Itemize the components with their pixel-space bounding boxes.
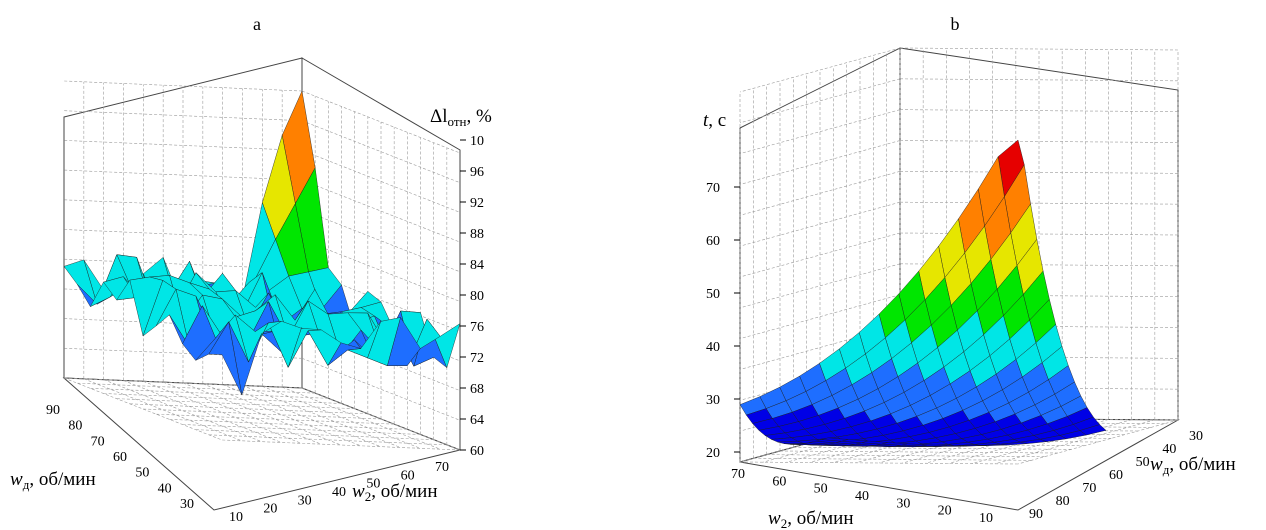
panel-a-y-axis-label: wд, об/мин [10,469,96,492]
y-tick-label: 40 [158,481,172,496]
y-tick-label: 60 [113,450,127,465]
panel-a-z-axis-label: Δlотн, % [430,106,492,129]
z-tick-label: 70 [706,181,720,196]
panel-b-x-axis-label: w2, об/мин [768,508,854,530]
z-tick-label: 20 [706,446,720,461]
x-tick-label: 10 [229,510,243,525]
y-tick-label: 90 [46,403,60,418]
y-tick-label: 70 [1082,481,1096,496]
x-tick-label: 30 [298,493,312,508]
x-tick-label: 50 [366,477,380,492]
x-tick-label: 20 [938,504,952,519]
panel-b-label: b [951,14,960,34]
surface-facet [208,321,243,396]
z-tick-label: 10 [470,134,484,149]
y-tick-label: 60 [1109,468,1123,483]
z-tick-label: 72 [470,351,484,366]
z-tick-label: 84 [470,258,484,273]
panel-a-x-ticks: 10 20 30 40 50 60 70 [229,460,449,525]
y-tick-label: 80 [1056,494,1070,509]
x-tick-label: 40 [332,485,346,500]
x-tick-label: 40 [855,489,869,504]
x-tick-label: 70 [435,460,449,475]
panel-b-y-ticks: 30 40 50 60 70 80 90 [1029,429,1203,522]
z-tick-label: 88 [470,227,484,242]
z-tick-label: 68 [470,382,484,397]
y-tick-label: 50 [135,466,149,481]
x-tick-label: 30 [896,496,910,511]
x-tick-label: 50 [814,482,828,497]
y-tick-label: 30 [1189,429,1203,444]
y-tick-label: 80 [68,419,82,434]
y-tick-label: 70 [91,434,105,449]
z-tick-label: 80 [470,289,484,304]
panel-a-y-ticks: 90 80 70 60 50 40 30 [46,403,194,512]
y-tick-label: 40 [1162,442,1176,457]
y-tick-label: 30 [180,497,194,512]
panel-b-z-ticks: 20 30 40 50 60 70 [706,181,740,461]
panel-b-surface [739,139,1107,447]
z-tick-label: 60 [706,234,720,249]
panel-b-y-axis-label: wд, об/мин [1150,454,1236,477]
panel-a-x-axis-label: w2, об/мин [352,481,438,504]
z-tick-label: 30 [706,393,720,408]
x-tick-label: 60 [772,474,786,489]
x-tick-label: 70 [731,467,745,482]
z-tick-label: 60 [470,444,484,459]
x-tick-label: 60 [401,468,415,483]
panel-a-z-ticks: 10 96 92 88 84 80 76 72 68 64 60 [460,134,484,459]
y-tick-label: 50 [1136,455,1150,470]
z-tick-label: 76 [470,320,484,335]
z-tick-label: 50 [706,287,720,302]
surface-facet [821,437,848,442]
z-tick-label: 64 [470,413,484,428]
panel-b-z-axis-label: t, c [703,110,726,131]
panel-b-x-ticks: 70 60 50 40 30 20 10 [731,467,993,526]
panel-a-surface [63,90,461,396]
z-tick-label: 96 [470,165,484,180]
x-tick-label: 10 [979,511,993,526]
x-tick-label: 20 [263,502,277,517]
panel-a-label: a [253,14,261,34]
z-tick-label: 40 [706,340,720,355]
y-tick-label: 90 [1029,507,1043,522]
z-tick-label: 92 [470,196,484,211]
